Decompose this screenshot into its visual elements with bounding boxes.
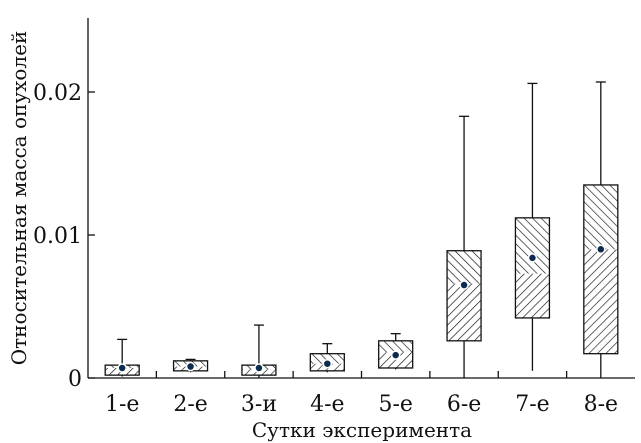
- x-tick-label: 7-е: [515, 392, 549, 417]
- y-tick-label: 0: [68, 367, 82, 392]
- box-lower-half: [378, 352, 413, 368]
- y-tick-label: 0.01: [33, 224, 82, 249]
- mean-point: [390, 350, 401, 360]
- box-series: [104, 81, 619, 378]
- mean-point: [459, 280, 469, 290]
- box-5: [378, 333, 414, 370]
- mean-point: [322, 358, 333, 369]
- box-6: [446, 115, 482, 378]
- box-upper-half: [583, 184, 618, 250]
- box-upper-half: [310, 353, 345, 364]
- box-8: [583, 81, 619, 378]
- box-lower-half: [515, 273, 550, 318]
- box-outline: [378, 340, 414, 369]
- x-tick-label: 1-е: [105, 392, 139, 417]
- box-upper-half: [378, 340, 413, 353]
- box-7: [514, 82, 551, 371]
- box-outline: [309, 353, 345, 372]
- box-upper-half: [515, 217, 550, 274]
- x-tick-label: 8-е: [584, 392, 618, 417]
- box-4: [309, 343, 345, 373]
- mean-point: [117, 363, 127, 373]
- box-2: [172, 358, 209, 373]
- box-outline: [583, 184, 619, 355]
- y-axis-ticks: 0 0.01 0.02: [33, 81, 95, 392]
- box-outline: [514, 217, 551, 319]
- box-upper-half: [447, 250, 482, 284]
- x-tick-label: 3-и: [241, 392, 277, 417]
- x-tick-label: 4-е: [310, 392, 344, 417]
- box-3: [241, 324, 277, 378]
- x-axis-label: Сутки эксперимента: [252, 418, 472, 442]
- box-lower-half: [447, 283, 482, 341]
- mean-point: [185, 361, 196, 372]
- x-tick-label: 6-е: [447, 392, 481, 417]
- x-tick-label: 2-е: [173, 392, 207, 417]
- x-tick-label: 5-е: [378, 392, 412, 417]
- mean-point: [527, 253, 538, 263]
- x-axis-ticks: 1-е 2-е 3-и 4-е 5-е 6-е 7-е 8-е: [105, 371, 618, 417]
- box-outline: [446, 250, 482, 342]
- y-tick-label: 0.02: [33, 81, 82, 106]
- box-lower-half: [583, 249, 618, 354]
- mean-point: [596, 244, 606, 255]
- box-1: [104, 338, 140, 377]
- mean-point: [254, 363, 264, 373]
- y-axis-label: Относительная масса опухолей: [7, 31, 31, 366]
